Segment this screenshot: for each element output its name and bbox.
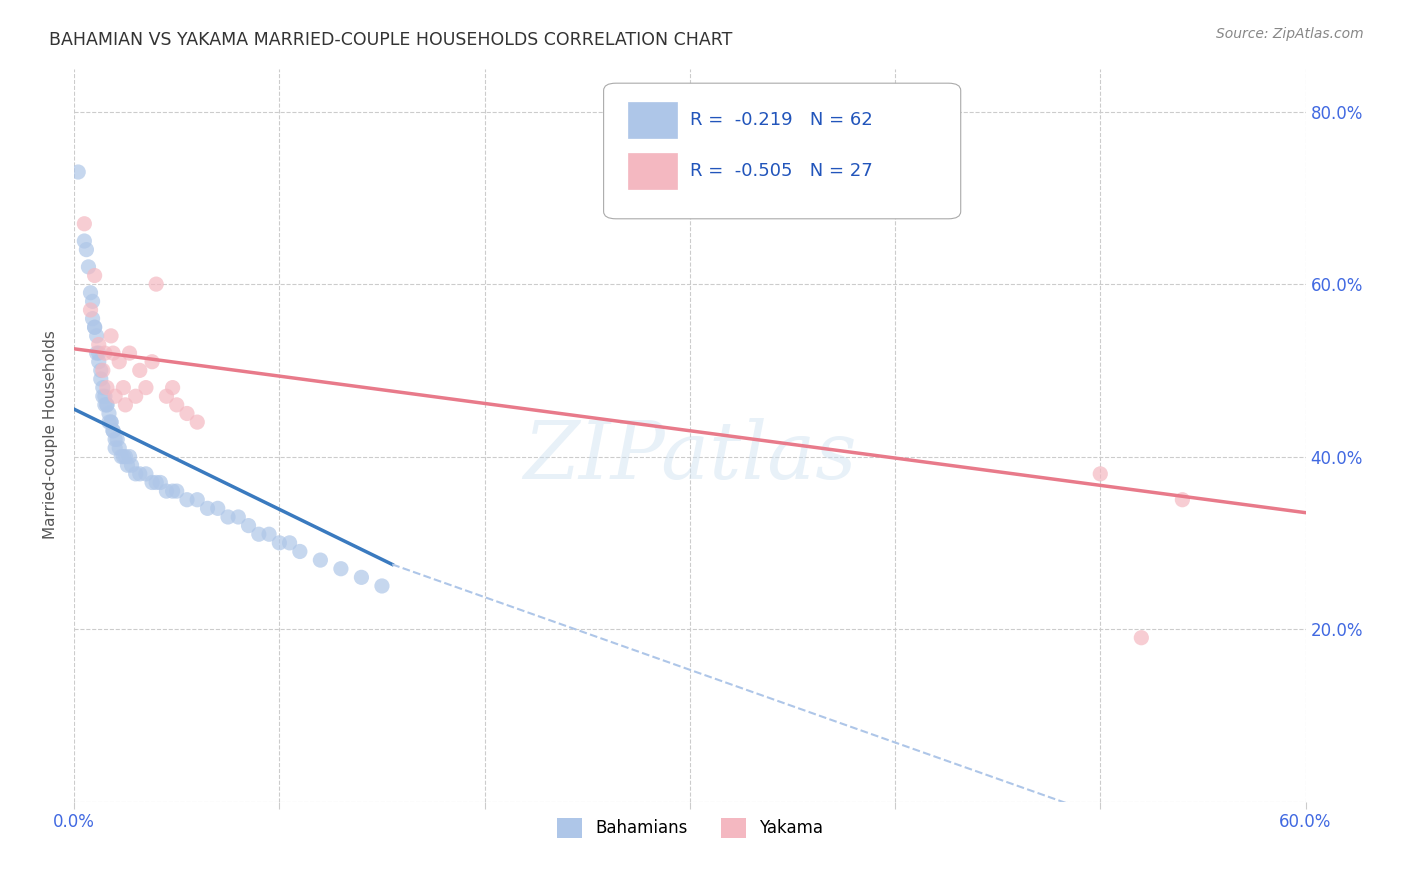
Point — [350, 570, 373, 584]
Point — [166, 484, 188, 499]
Point — [247, 527, 270, 541]
Point — [121, 458, 143, 473]
Point — [1090, 467, 1112, 481]
Point — [96, 398, 118, 412]
Point — [155, 484, 177, 499]
Point — [94, 398, 117, 412]
Point — [207, 501, 229, 516]
Point — [83, 320, 105, 334]
Point — [87, 346, 110, 360]
Point — [86, 329, 108, 343]
Point — [217, 510, 239, 524]
Point — [87, 355, 110, 369]
Point — [100, 329, 122, 343]
Point — [128, 467, 150, 481]
Point — [86, 346, 108, 360]
Point — [145, 475, 167, 490]
Point — [101, 424, 124, 438]
Point — [135, 381, 157, 395]
Point — [91, 381, 114, 395]
Point — [186, 492, 208, 507]
Point — [309, 553, 332, 567]
Point — [101, 424, 124, 438]
Point — [94, 389, 117, 403]
Point — [197, 501, 219, 516]
Point — [105, 433, 128, 447]
Point — [101, 346, 124, 360]
Point — [1130, 631, 1153, 645]
Y-axis label: Married-couple Households: Married-couple Households — [44, 331, 58, 540]
Point — [114, 450, 136, 464]
Point — [90, 363, 112, 377]
Point — [73, 217, 96, 231]
Point — [269, 536, 291, 550]
FancyBboxPatch shape — [603, 83, 960, 219]
Point — [82, 311, 104, 326]
Point — [67, 165, 90, 179]
Point — [110, 450, 132, 464]
Point — [79, 285, 101, 300]
Point — [104, 433, 127, 447]
Point — [278, 536, 301, 550]
Point — [91, 389, 114, 403]
Point — [96, 398, 118, 412]
Point — [371, 579, 394, 593]
Point — [118, 346, 141, 360]
Point — [82, 294, 104, 309]
Point — [149, 475, 172, 490]
Point — [145, 277, 167, 292]
Point — [124, 467, 146, 481]
Point — [128, 363, 150, 377]
Point — [176, 407, 198, 421]
Text: R =  -0.219   N = 62: R = -0.219 N = 62 — [690, 111, 873, 128]
Point — [162, 381, 184, 395]
Point — [186, 415, 208, 429]
Point — [77, 260, 100, 274]
Point — [238, 518, 260, 533]
Point — [104, 389, 127, 403]
Point — [108, 441, 131, 455]
Point — [73, 234, 96, 248]
Point — [166, 398, 188, 412]
Point — [257, 527, 280, 541]
Point — [98, 407, 121, 421]
Point — [87, 337, 110, 351]
Point — [141, 475, 163, 490]
Point — [83, 268, 105, 283]
Point — [135, 467, 157, 481]
Point — [83, 320, 105, 334]
Point — [329, 562, 352, 576]
Point — [124, 389, 146, 403]
Point — [176, 492, 198, 507]
Point — [117, 458, 139, 473]
Text: R =  -0.505   N = 27: R = -0.505 N = 27 — [690, 162, 873, 180]
Point — [118, 450, 141, 464]
Point — [96, 381, 118, 395]
Point — [104, 441, 127, 455]
Point — [91, 363, 114, 377]
Point — [155, 389, 177, 403]
Point — [112, 381, 135, 395]
Text: ZIPatlas: ZIPatlas — [523, 418, 856, 496]
FancyBboxPatch shape — [628, 153, 678, 189]
Point — [108, 355, 131, 369]
Point — [162, 484, 184, 499]
FancyBboxPatch shape — [628, 102, 678, 138]
Point — [226, 510, 249, 524]
Point — [114, 398, 136, 412]
Point — [100, 415, 122, 429]
Point — [90, 372, 112, 386]
Point — [112, 450, 135, 464]
Point — [141, 355, 163, 369]
Legend: Bahamians, Yakama: Bahamians, Yakama — [550, 811, 830, 845]
Point — [79, 303, 101, 318]
Point — [1171, 492, 1194, 507]
Text: Source: ZipAtlas.com: Source: ZipAtlas.com — [1216, 27, 1364, 41]
Point — [94, 346, 117, 360]
Point — [288, 544, 311, 558]
Text: BAHAMIAN VS YAKAMA MARRIED-COUPLE HOUSEHOLDS CORRELATION CHART: BAHAMIAN VS YAKAMA MARRIED-COUPLE HOUSEH… — [49, 31, 733, 49]
Point — [75, 243, 97, 257]
Point — [98, 415, 121, 429]
Point — [100, 415, 122, 429]
